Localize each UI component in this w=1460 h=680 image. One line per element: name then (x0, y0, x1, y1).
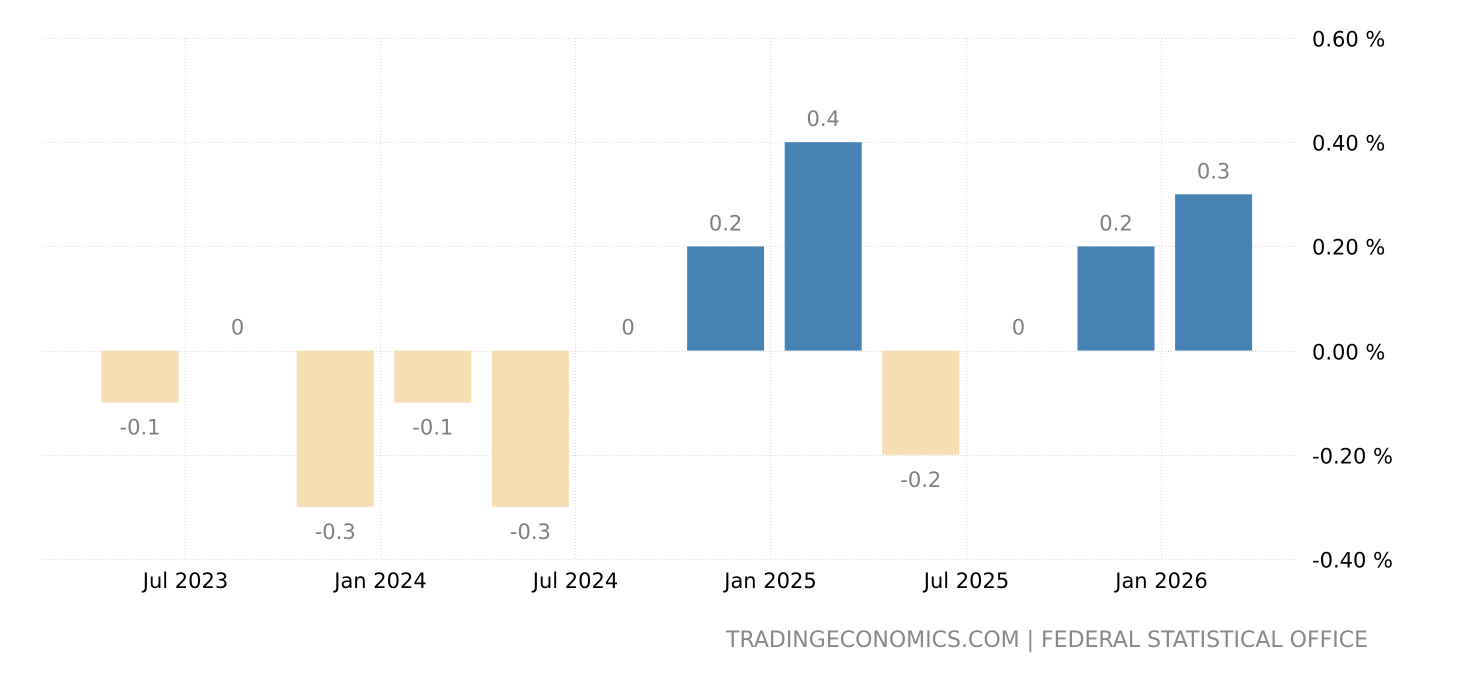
bar (1175, 194, 1253, 351)
bar-value-label: -0.3 (510, 520, 551, 544)
y-tick-label: -0.40 % (1312, 549, 1393, 573)
bar (394, 350, 472, 403)
bars (101, 142, 1253, 507)
bar (101, 350, 179, 403)
value-labels: -0.1 0 -0.3 -0.1 -0.3 0 0.2 0.4 -0.2 0 0.2 0.3 (120, 107, 1231, 544)
x-axis: Jul 2023 Jan 2024 Jul 2024 Jan 2025 Jul 2025… (141, 569, 1208, 593)
bar-value-label: 0.4 (806, 107, 839, 131)
bar-value-label: 0.3 (1197, 159, 1230, 183)
bar-value-label: 0 (621, 316, 634, 340)
y-axis: 0.60 % 0.40 % 0.20 % 0.00 % -0.20 % -0.40 % (1312, 28, 1393, 573)
x-tick-label: Jan 2026 (1113, 569, 1208, 593)
bar-value-label: 0.2 (709, 211, 742, 235)
bar-value-label: 0.2 (1099, 211, 1132, 235)
x-tick-label: Jan 2025 (722, 569, 817, 593)
bar-value-label: -0.1 (412, 416, 453, 440)
x-tick-label: Jul 2023 (141, 569, 228, 593)
y-tick-label: -0.20 % (1312, 445, 1393, 469)
x-tick-label: Jul 2025 (922, 569, 1009, 593)
y-tick-label: 0.40 % (1312, 132, 1385, 156)
y-tick-label: 0.60 % (1312, 28, 1385, 52)
bar (491, 350, 569, 507)
source-attribution: TRADINGECONOMICS.COM | FEDERAL STATISTIC… (726, 628, 1368, 653)
bar (296, 350, 374, 507)
bar (784, 142, 862, 351)
bar (882, 350, 960, 455)
x-tick-label: Jul 2024 (531, 569, 618, 593)
bar (687, 246, 765, 351)
bar-value-label: -0.1 (120, 416, 161, 440)
y-tick-label: 0.00 % (1312, 341, 1385, 365)
bar (1077, 246, 1155, 351)
bar-value-label: -0.3 (315, 520, 356, 544)
x-tick-label: Jan 2024 (332, 569, 427, 593)
bar-value-label: -0.2 (900, 468, 941, 492)
y-tick-label: 0.20 % (1312, 236, 1385, 260)
bar-value-label: 0 (1012, 316, 1025, 340)
bar-value-label: 0 (231, 316, 244, 340)
